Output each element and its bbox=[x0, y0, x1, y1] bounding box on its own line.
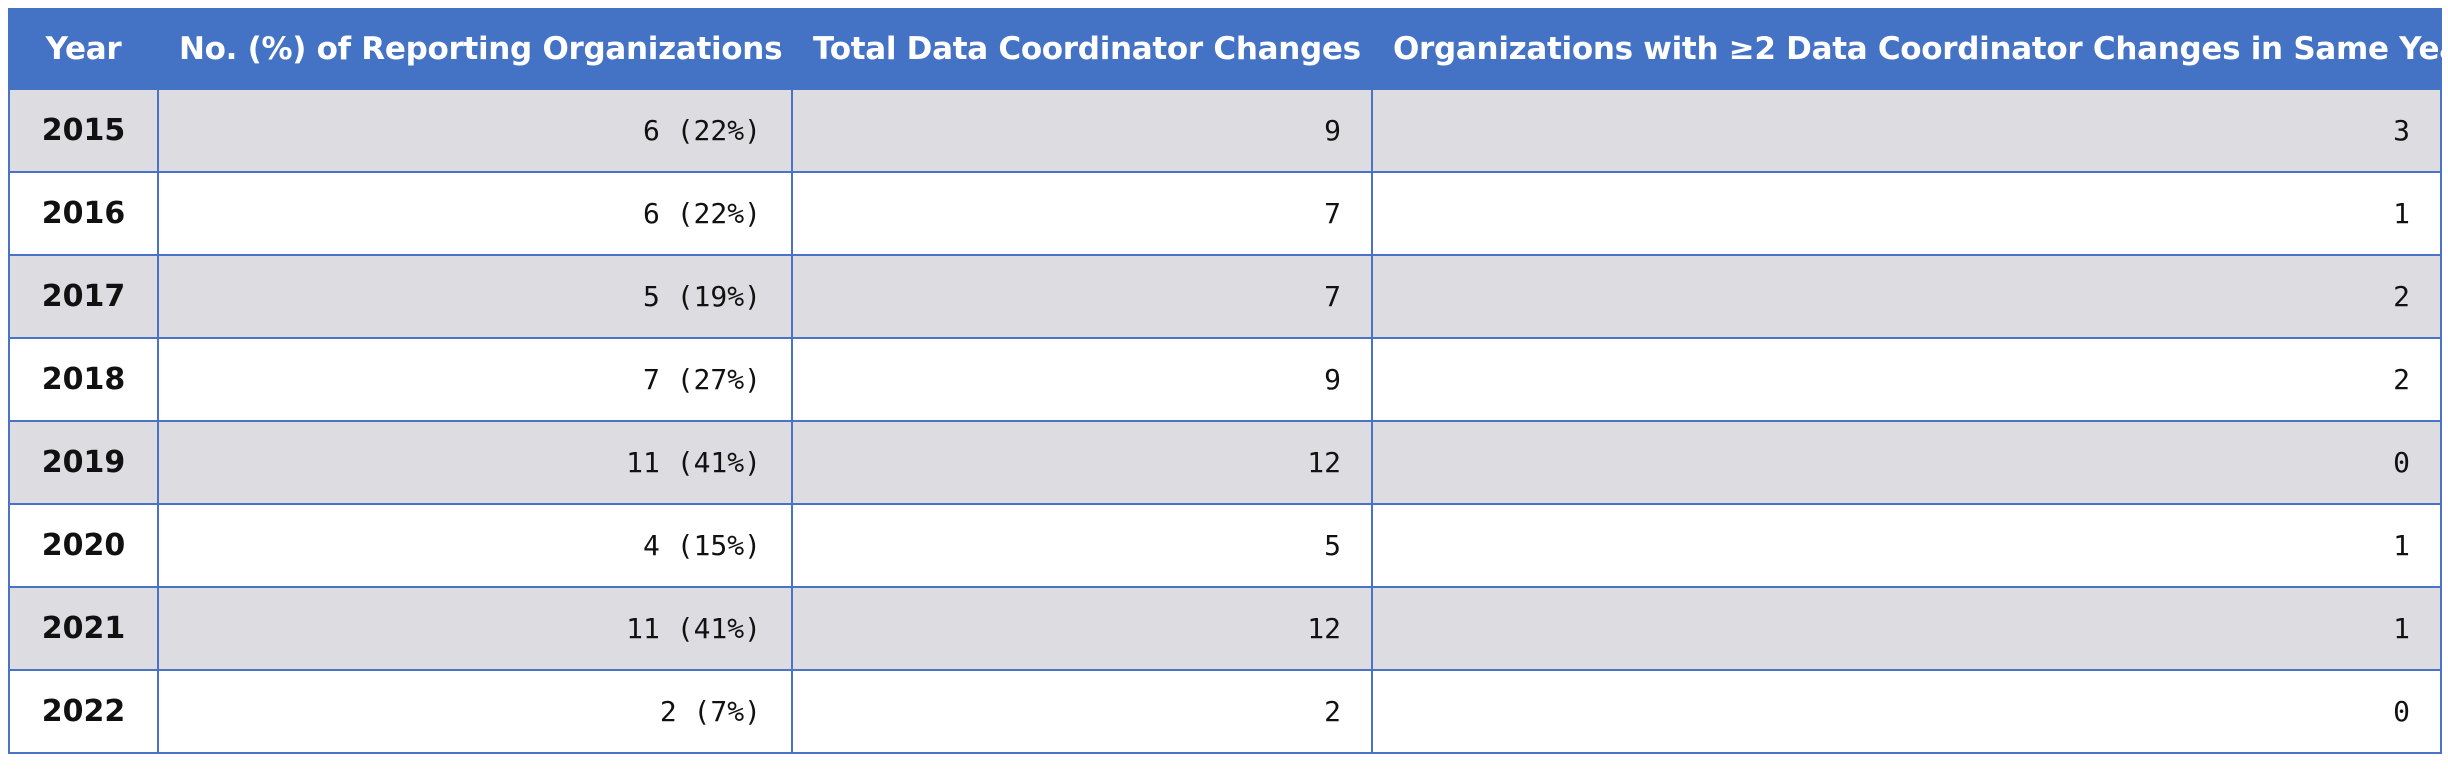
year-cell: 2018 bbox=[8, 337, 159, 422]
column-header-multiple-changes: Organizations with ≥2 Data Coordinator C… bbox=[1371, 8, 2448, 90]
year-cell: 2015 bbox=[8, 88, 159, 173]
reporting-organizations-cell: 11 (41%) bbox=[157, 420, 793, 505]
year-cell: 2019 bbox=[8, 420, 159, 505]
table-row: 2017 5 (19%) 7 2 bbox=[8, 254, 2442, 339]
year-cell: 2020 bbox=[8, 503, 159, 588]
data-coordinator-changes-table: Year No. (%) of Reporting Organizations … bbox=[8, 8, 2448, 754]
total-changes-cell: 7 bbox=[791, 254, 1373, 339]
multiple-changes-cell: 1 bbox=[1371, 503, 2442, 588]
total-changes-cell: 7 bbox=[791, 171, 1373, 256]
total-changes-cell: 9 bbox=[791, 337, 1373, 422]
total-changes-cell: 9 bbox=[791, 88, 1373, 173]
multiple-changes-cell: 2 bbox=[1371, 254, 2442, 339]
data-table-container: Year No. (%) of Reporting Organizations … bbox=[8, 8, 2448, 754]
year-cell: 2021 bbox=[8, 586, 159, 671]
reporting-organizations-cell: 6 (22%) bbox=[157, 88, 793, 173]
column-header-total-changes: Total Data Coordinator Changes bbox=[791, 8, 1373, 90]
multiple-changes-cell: 2 bbox=[1371, 337, 2442, 422]
column-header-year: Year bbox=[8, 8, 159, 90]
total-changes-cell: 2 bbox=[791, 669, 1373, 754]
multiple-changes-cell: 3 bbox=[1371, 88, 2442, 173]
table-row: 2022 2 (7%) 2 0 bbox=[8, 669, 2442, 754]
year-cell: 2022 bbox=[8, 669, 159, 754]
table-header: Year No. (%) of Reporting Organizations … bbox=[8, 8, 2448, 90]
reporting-organizations-cell: 4 (15%) bbox=[157, 503, 793, 588]
table-row: 2018 7 (27%) 9 2 bbox=[8, 337, 2442, 422]
table-row: 2016 6 (22%) 7 1 bbox=[8, 171, 2442, 256]
reporting-organizations-cell: 7 (27%) bbox=[157, 337, 793, 422]
table-row: 2015 6 (22%) 9 3 bbox=[8, 88, 2442, 173]
multiple-changes-cell: 1 bbox=[1371, 586, 2442, 671]
reporting-organizations-cell: 2 (7%) bbox=[157, 669, 793, 754]
table-row: 2021 11 (41%) 12 1 bbox=[8, 586, 2442, 671]
table-row: 2020 4 (15%) 5 1 bbox=[8, 503, 2442, 588]
multiple-changes-cell: 0 bbox=[1371, 420, 2442, 505]
reporting-organizations-cell: 5 (19%) bbox=[157, 254, 793, 339]
total-changes-cell: 12 bbox=[791, 586, 1373, 671]
year-cell: 2016 bbox=[8, 171, 159, 256]
year-cell: 2017 bbox=[8, 254, 159, 339]
column-header-reporting-organizations: No. (%) of Reporting Organizations bbox=[157, 8, 793, 90]
multiple-changes-cell: 1 bbox=[1371, 171, 2442, 256]
total-changes-cell: 12 bbox=[791, 420, 1373, 505]
header-row: Year No. (%) of Reporting Organizations … bbox=[8, 8, 2448, 90]
table-body: 2015 6 (22%) 9 3 2016 6 (22%) 7 1 2017 5 (19%) 7 2 2… bbox=[8, 88, 2442, 754]
reporting-organizations-cell: 6 (22%) bbox=[157, 171, 793, 256]
multiple-changes-cell: 0 bbox=[1371, 669, 2442, 754]
reporting-organizations-cell: 11 (41%) bbox=[157, 586, 793, 671]
total-changes-cell: 5 bbox=[791, 503, 1373, 588]
table-row: 2019 11 (41%) 12 0 bbox=[8, 420, 2442, 505]
